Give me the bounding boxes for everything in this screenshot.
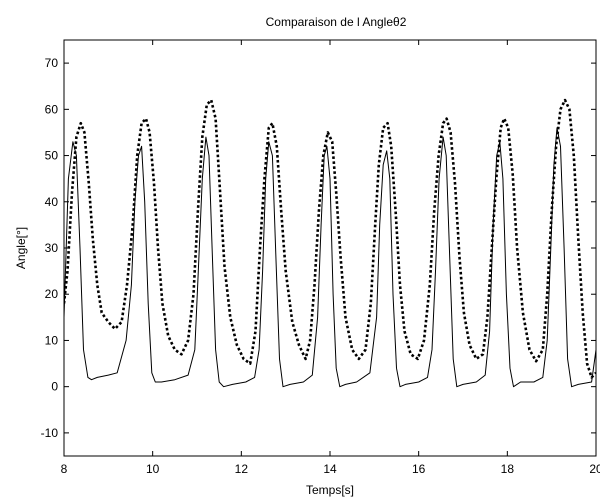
y-tick-label: 60 bbox=[45, 102, 59, 116]
series-line-solid bbox=[64, 127, 596, 388]
x-axis-title: Temps[s] bbox=[306, 483, 354, 497]
x-tick-label: 12 bbox=[235, 462, 249, 476]
y-axis: -10 0 10 20 30 40 50 60 70 bbox=[41, 56, 596, 440]
x-tick-label: 14 bbox=[323, 462, 337, 476]
x-tick-label: 10 bbox=[146, 462, 160, 476]
chart-title: Comparaison de l Angleθ2 bbox=[266, 15, 407, 29]
x-tick-label: 20 bbox=[589, 462, 600, 476]
y-tick-label: 0 bbox=[51, 380, 58, 394]
x-axis: 8 10 12 14 16 18 20 bbox=[61, 40, 600, 476]
y-tick-label: 10 bbox=[45, 333, 59, 347]
series-line-dotted bbox=[64, 98, 596, 379]
y-tick-label: 50 bbox=[45, 149, 59, 163]
y-axis-title: Angle[°] bbox=[14, 227, 28, 269]
y-tick-label: 20 bbox=[45, 287, 59, 301]
series-layer bbox=[64, 98, 596, 388]
y-tick-label: 40 bbox=[45, 195, 59, 209]
x-tick-label: 8 bbox=[61, 462, 68, 476]
x-tick-label: 18 bbox=[501, 462, 515, 476]
y-tick-label: -10 bbox=[41, 426, 59, 440]
y-tick-label: 30 bbox=[45, 241, 59, 255]
plot-frame bbox=[63, 39, 597, 457]
x-tick-label: 16 bbox=[412, 462, 426, 476]
y-tick-label: 70 bbox=[45, 56, 59, 70]
